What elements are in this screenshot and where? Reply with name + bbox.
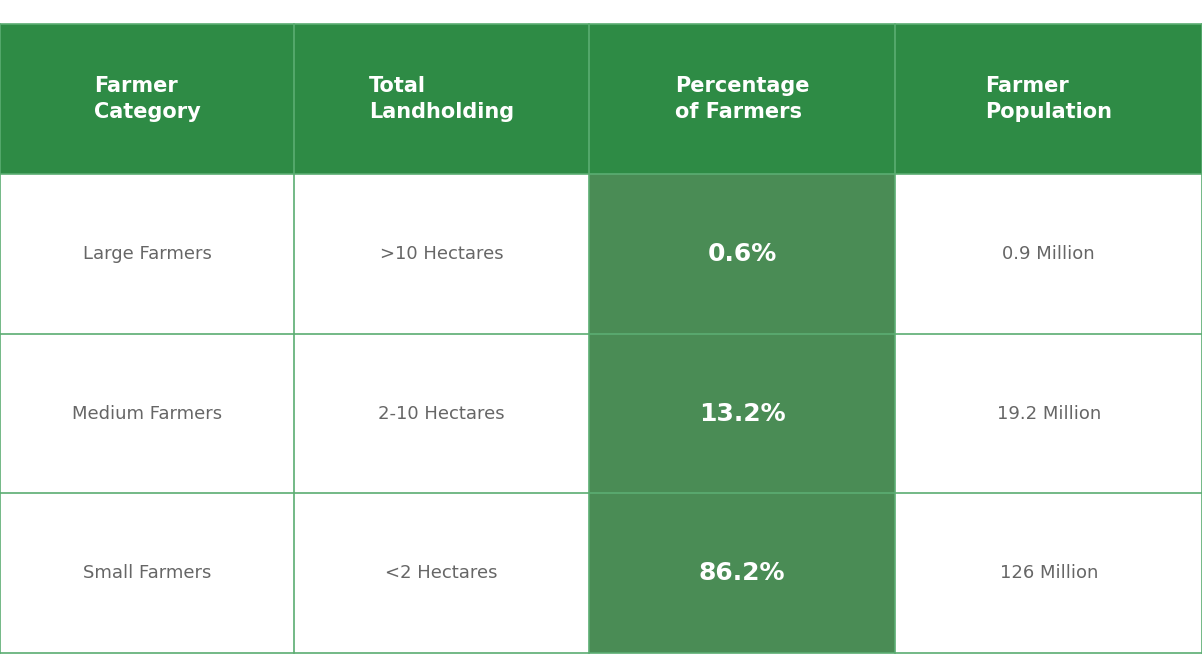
FancyBboxPatch shape [0,334,294,493]
FancyBboxPatch shape [589,24,895,174]
Text: Total
Landholding: Total Landholding [369,76,514,122]
Text: 2-10 Hectares: 2-10 Hectares [379,405,505,422]
Text: 126 Million: 126 Million [1000,564,1097,582]
Text: <2 Hectares: <2 Hectares [386,564,498,582]
Text: Small Farmers: Small Farmers [83,564,212,582]
FancyBboxPatch shape [895,24,1202,174]
Text: 19.2 Million: 19.2 Million [996,405,1101,422]
Text: 0.9 Million: 0.9 Million [1002,245,1095,263]
Text: 13.2%: 13.2% [698,401,786,426]
FancyBboxPatch shape [0,493,294,653]
Text: Farmer
Population: Farmer Population [986,76,1112,122]
Text: 0.6%: 0.6% [708,242,776,266]
FancyBboxPatch shape [294,174,589,334]
FancyBboxPatch shape [294,334,589,493]
FancyBboxPatch shape [589,174,895,334]
FancyBboxPatch shape [294,493,589,653]
Text: Medium Farmers: Medium Farmers [72,405,222,422]
FancyBboxPatch shape [294,24,589,174]
Text: Farmer
Category: Farmer Category [94,76,201,122]
FancyBboxPatch shape [895,334,1202,493]
FancyBboxPatch shape [895,493,1202,653]
Text: >10 Hectares: >10 Hectares [380,245,504,263]
Text: Percentage
of Farmers: Percentage of Farmers [676,76,809,122]
FancyBboxPatch shape [0,174,294,334]
FancyBboxPatch shape [895,174,1202,334]
FancyBboxPatch shape [0,24,294,174]
FancyBboxPatch shape [589,493,895,653]
Text: 86.2%: 86.2% [700,561,785,585]
Text: Large Farmers: Large Farmers [83,245,212,263]
FancyBboxPatch shape [589,334,895,493]
